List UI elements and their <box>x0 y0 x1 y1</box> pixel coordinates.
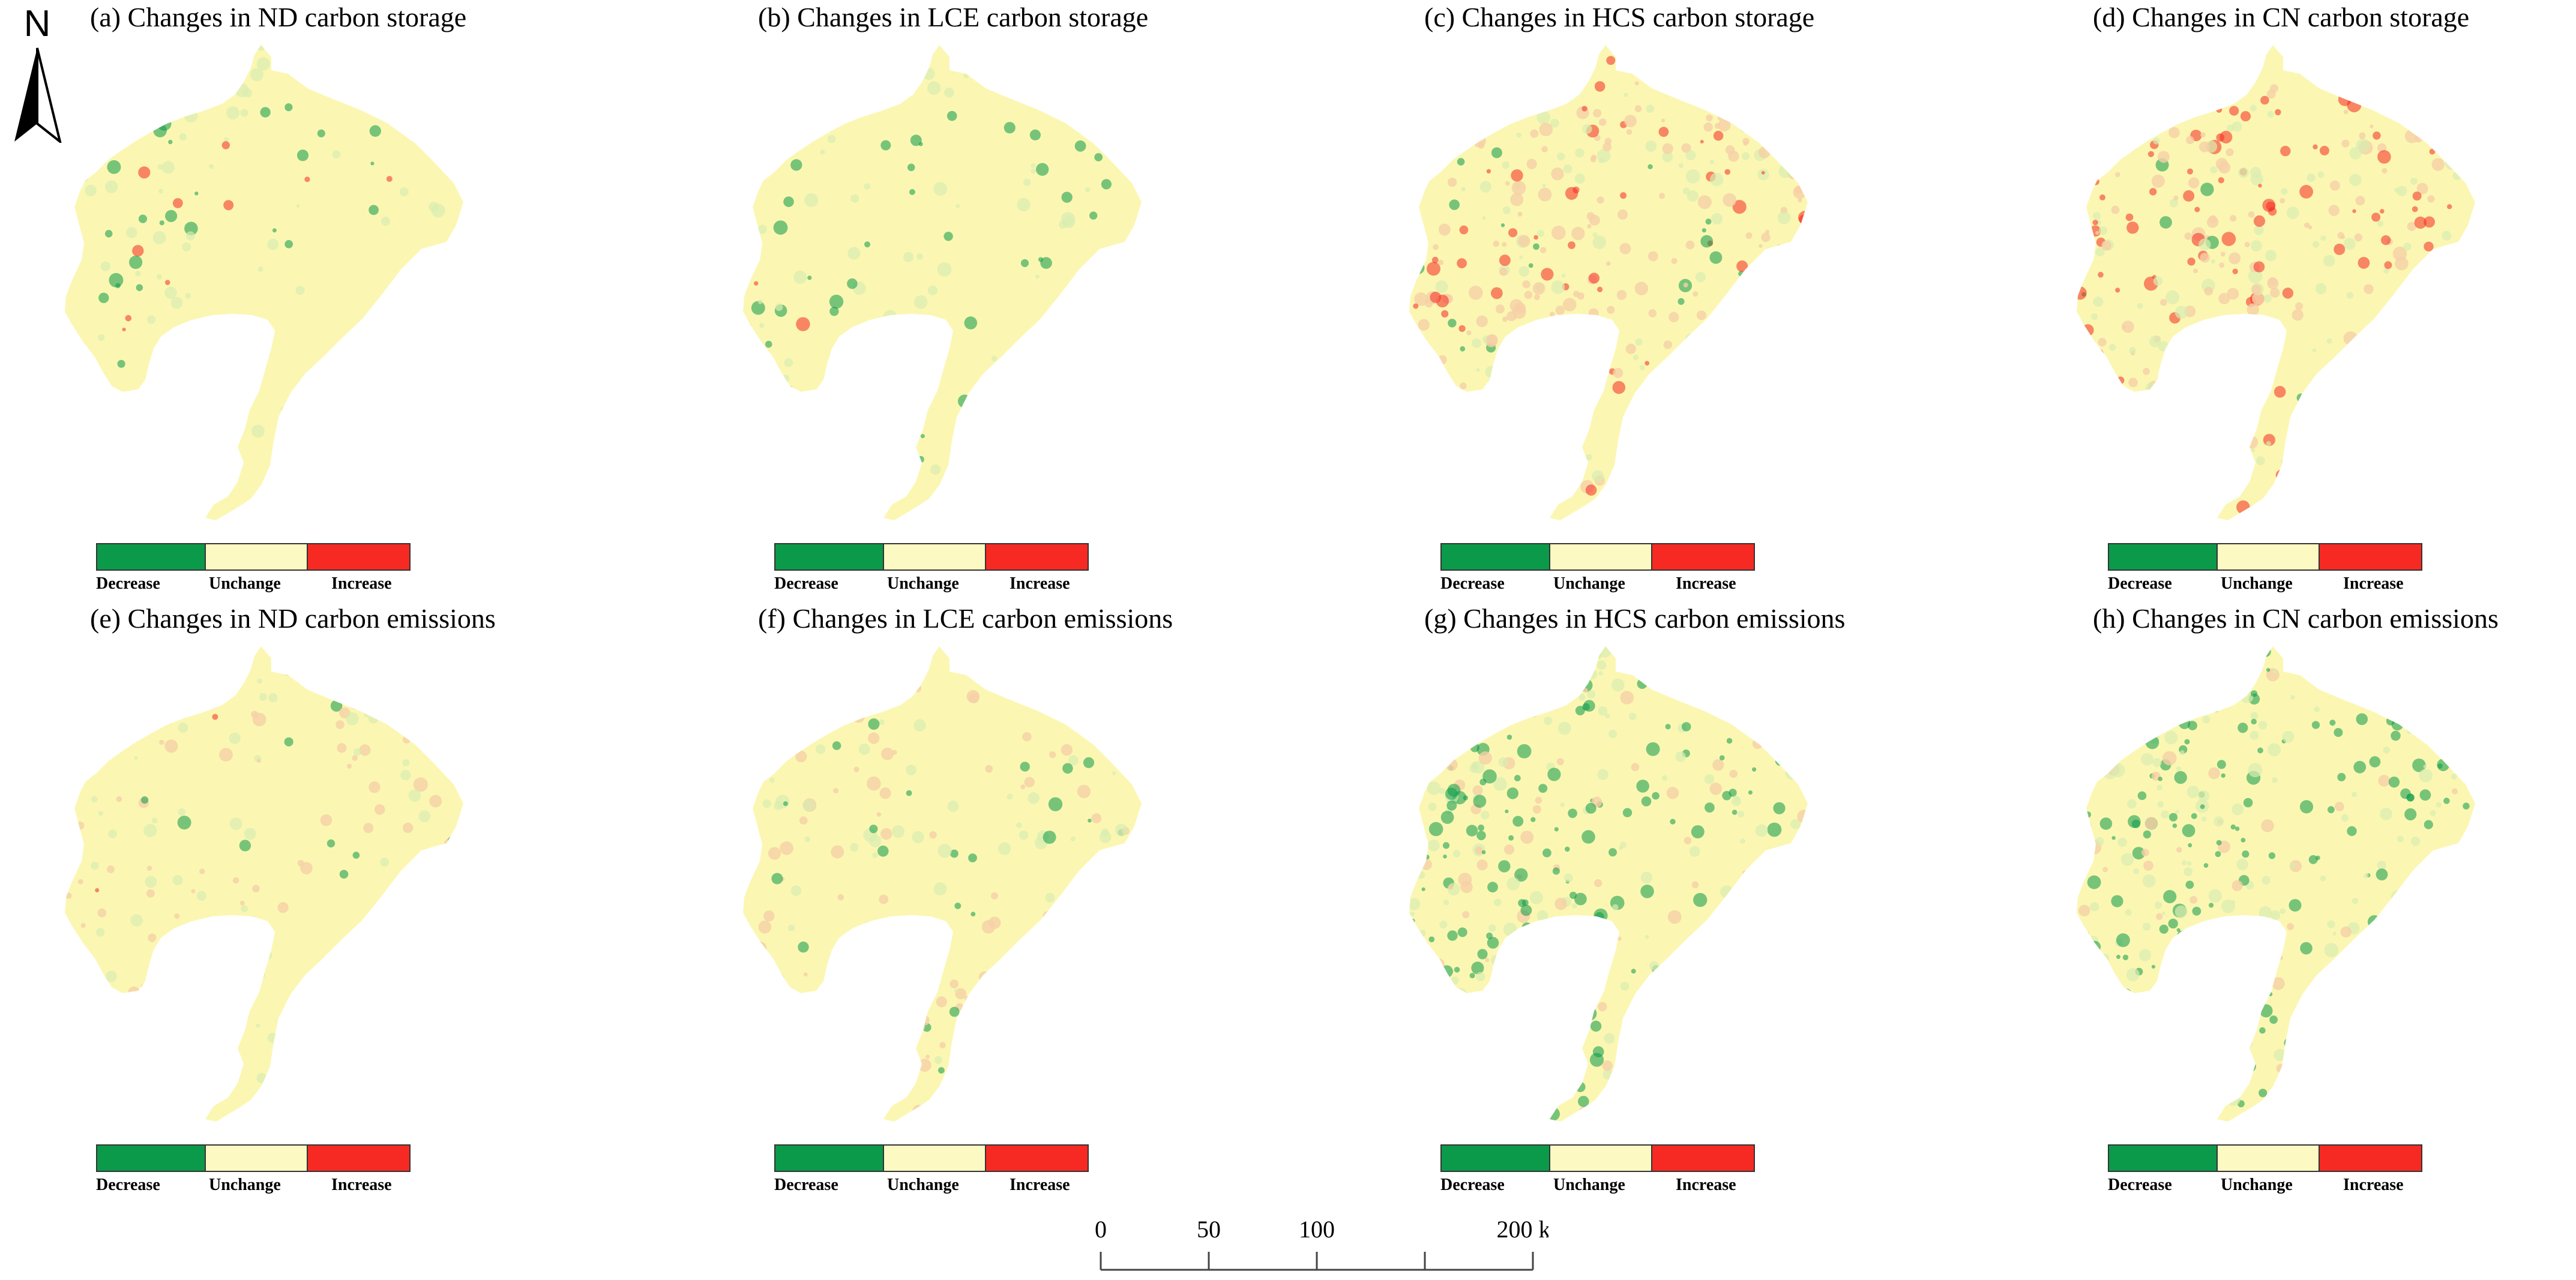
map-panel: (d) Changes in CN carbon storage Decrease… <box>2077 0 2576 600</box>
panel-title: (e) Changes in ND carbon emissions <box>90 603 496 634</box>
legend-color-bar <box>774 1144 1089 1172</box>
legend-swatch-decrease <box>1442 544 1549 569</box>
legend: Decrease Unchange Increase <box>1440 1144 1777 1198</box>
legend: Decrease Unchange Increase <box>774 1144 1110 1198</box>
scale-bar: 0 50 100 200 km <box>1095 1216 1548 1271</box>
legend-color-bar <box>1440 1144 1755 1172</box>
legend-swatch-decrease <box>775 544 883 569</box>
legend-swatch-decrease <box>97 544 205 569</box>
legend-label-unchange: Unchange <box>887 574 959 593</box>
scale-label-200km: 200 km <box>1496 1216 1548 1243</box>
map-panel: (a) Changes in ND carbon storage Decrease… <box>65 0 732 600</box>
panel-title: (h) Changes in CN carbon emissions <box>2093 603 2499 634</box>
legend-swatch-decrease <box>1442 1146 1549 1171</box>
north-label: N <box>24 5 51 44</box>
legend-label-increase: Increase <box>2343 1176 2404 1194</box>
panel-title: (c) Changes in HCS carbon storage <box>1424 2 1815 32</box>
panel-title: (b) Changes in LCE carbon storage <box>758 2 1149 32</box>
legend-swatch-unchange <box>1548 1146 1653 1171</box>
legend-label-unchange: Unchange <box>2221 574 2293 593</box>
scale-label-100: 100 <box>1299 1216 1335 1243</box>
province-map <box>65 646 463 1122</box>
legend-label-increase: Increase <box>331 574 392 593</box>
province-map <box>2077 646 2475 1122</box>
legend-label-increase: Increase <box>1010 574 1070 593</box>
province-shape <box>1409 45 1808 520</box>
legend-swatch-unchange <box>882 1146 987 1171</box>
legend-swatch-increase <box>1652 544 1754 569</box>
legend-label-unchange: Unchange <box>1553 1176 1625 1194</box>
legend-swatch-unchange <box>204 1146 308 1171</box>
panel-title: (a) Changes in ND carbon storage <box>90 2 467 32</box>
province-map <box>1409 646 1808 1122</box>
map-panel: (f) Changes in LCE carbon emissions Decre… <box>743 601 1400 1201</box>
province-map <box>2077 45 2475 520</box>
legend-color-bar <box>2108 1144 2422 1172</box>
north-arrow-icon: N <box>14 5 62 143</box>
legend-swatch-unchange <box>1548 544 1653 569</box>
legend-swatch-increase <box>986 1146 1088 1171</box>
legend: Decrease Unchange Increase <box>2108 543 2444 597</box>
legend-color-bar <box>774 543 1089 571</box>
legend-label-decrease: Decrease <box>96 574 160 593</box>
legend-swatch-unchange <box>882 544 987 569</box>
legend-color-bar <box>96 543 411 571</box>
legend: Decrease Unchange Increase <box>774 543 1110 597</box>
legend-color-bar <box>2108 543 2422 571</box>
legend-label-unchange: Unchange <box>209 1176 281 1194</box>
scale-label-0: 0 <box>1095 1216 1107 1243</box>
legend: Decrease Unchange Increase <box>96 1144 432 1198</box>
legend-swatch-increase <box>2320 1146 2421 1171</box>
legend-label-increase: Increase <box>1676 1176 1736 1194</box>
legend: Decrease Unchange Increase <box>96 543 432 597</box>
legend-label-increase: Increase <box>331 1176 392 1194</box>
legend-swatch-unchange <box>2216 1146 2320 1171</box>
panel-title: (d) Changes in CN carbon storage <box>2093 2 2470 32</box>
legend-label-decrease: Decrease <box>1440 1176 1505 1194</box>
legend-label-decrease: Decrease <box>96 1176 160 1194</box>
province-map <box>1409 45 1808 520</box>
province-map <box>743 646 1142 1122</box>
panel-title: (f) Changes in LCE carbon emissions <box>758 603 1173 634</box>
legend-label-unchange: Unchange <box>209 574 281 593</box>
legend-label-decrease: Decrease <box>2108 1176 2172 1194</box>
legend: Decrease Unchange Increase <box>1440 543 1777 597</box>
map-panel: (e) Changes in ND carbon emissions Decrea… <box>65 601 732 1201</box>
legend-label-increase: Increase <box>2343 574 2404 593</box>
legend-swatch-decrease <box>2109 1146 2216 1171</box>
legend-label-unchange: Unchange <box>1553 574 1625 593</box>
province-map <box>65 45 463 520</box>
legend-swatch-increase <box>986 544 1088 569</box>
map-panel: (h) Changes in CN carbon emissions Decrea… <box>2077 601 2576 1201</box>
legend-label-increase: Increase <box>1676 574 1736 593</box>
legend-label-unchange: Unchange <box>887 1176 959 1194</box>
legend-swatch-unchange <box>2216 544 2320 569</box>
legend-swatch-decrease <box>775 1146 883 1171</box>
legend-color-bar <box>96 1144 411 1172</box>
map-panel: (c) Changes in HCS carbon storage Decreas… <box>1409 0 2066 600</box>
legend-swatch-increase <box>1652 1146 1754 1171</box>
panel-title: (g) Changes in HCS carbon emissions <box>1424 603 1846 634</box>
legend-label-decrease: Decrease <box>2108 574 2172 593</box>
legend-label-increase: Increase <box>1010 1176 1070 1194</box>
province-shape <box>65 646 463 1122</box>
province-map <box>743 45 1142 520</box>
legend-swatch-decrease <box>2109 544 2216 569</box>
legend-label-decrease: Decrease <box>774 574 838 593</box>
legend: Decrease Unchange Increase <box>2108 1144 2444 1198</box>
legend-label-decrease: Decrease <box>774 1176 838 1194</box>
legend-swatch-increase <box>308 1146 409 1171</box>
legend-swatch-increase <box>2320 544 2421 569</box>
legend-label-decrease: Decrease <box>1440 574 1505 593</box>
map-panel: (b) Changes in LCE carbon storage Decreas… <box>743 0 1400 600</box>
legend-swatch-decrease <box>97 1146 205 1171</box>
legend-swatch-unchange <box>204 544 308 569</box>
map-panel: (g) Changes in HCS carbon emissions Decre… <box>1409 601 2066 1201</box>
legend-label-unchange: Unchange <box>2221 1176 2293 1194</box>
scale-label-50: 50 <box>1197 1216 1221 1243</box>
legend-color-bar <box>1440 543 1755 571</box>
legend-swatch-increase <box>308 544 409 569</box>
